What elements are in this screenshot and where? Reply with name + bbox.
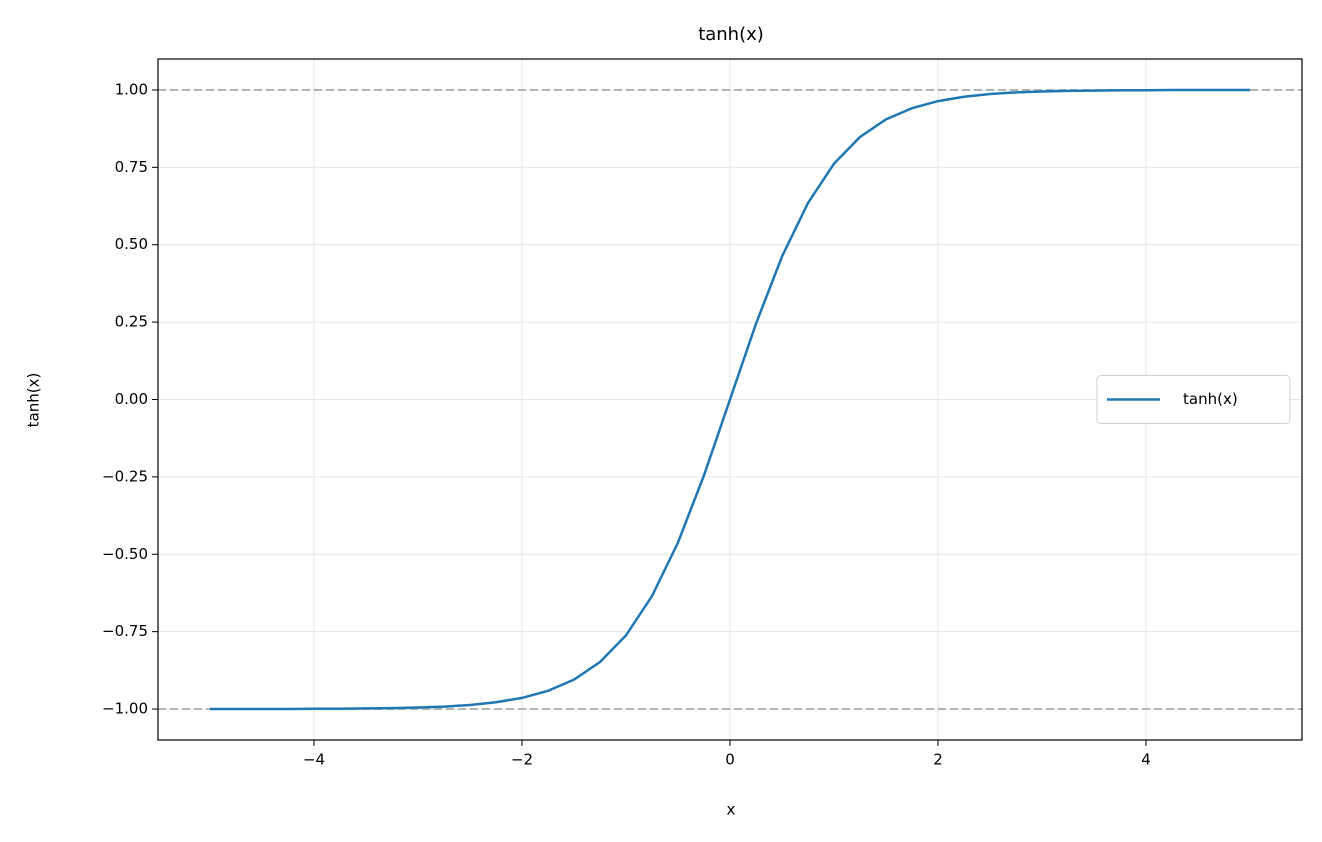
- line-series: [210, 88, 1250, 711]
- x-axis-label: x: [727, 801, 736, 819]
- y-tick-label: 0.75: [115, 158, 148, 176]
- y-axis-label: tanh(x): [25, 373, 43, 428]
- x-tick-label: 4: [1141, 751, 1151, 769]
- y-tick-label: −0.50: [102, 545, 148, 563]
- y-tick-label: −0.75: [102, 622, 148, 640]
- y-tick-label: −1.00: [102, 700, 148, 718]
- y-tick-label: 0.25: [115, 313, 148, 331]
- y-tick-label: 0.50: [115, 235, 148, 253]
- y-tick-label: −0.25: [102, 467, 148, 485]
- chart-title: tanh(x): [698, 24, 764, 45]
- legend-label: tanh(x): [1183, 390, 1238, 408]
- axes-frame: [157, 58, 1303, 741]
- x-tick-label: −4: [303, 751, 325, 769]
- x-tick-label: 0: [725, 751, 735, 769]
- y-tick-label: 0.00: [115, 390, 148, 408]
- y-tick-label: 1.00: [115, 80, 148, 98]
- x-tick-label: −2: [511, 751, 533, 769]
- legend-box: [1096, 375, 1291, 424]
- x-tick-label: 2: [933, 751, 943, 769]
